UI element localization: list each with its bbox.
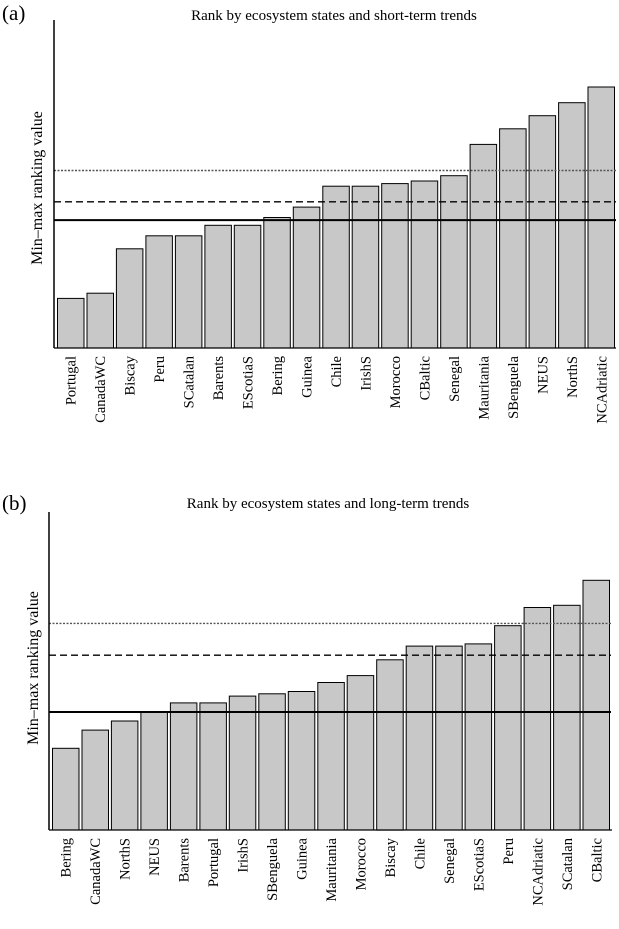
panel-a-bar (499, 128, 527, 349)
panel-b-bar (140, 711, 168, 831)
panel-b-bar (228, 695, 257, 831)
panel-a-x-tick-label: Mauritania (476, 355, 492, 419)
panel-b-x-tick-label: Mauritania (324, 837, 340, 901)
panel-a-bar (86, 292, 114, 349)
panel-b-x-tick-label: IrishS (236, 838, 252, 873)
panel-a-x-tick-label: IrishS (359, 356, 375, 391)
panel-b-y-axis-label: Min–max ranking value (25, 591, 42, 745)
panel-b-bar (169, 702, 198, 831)
panel-a-x-tick-labels: Portugal CanadaWC Biscay Peru SCatalan Barent… (64, 355, 611, 423)
panel-b-x-tick-label: SCatalan (560, 837, 576, 890)
panel-b-label: (b) (2, 491, 27, 515)
panel-a-y-axis-label: Min–max ranking value (29, 111, 46, 265)
panel-b-bar (405, 645, 434, 831)
panel-b-x-tick-label: Portugal (206, 838, 222, 887)
panel-a-title: Rank by ecosystem states and short-term … (191, 8, 477, 24)
panel-a-x-tick-label: EScotiaS (241, 356, 257, 409)
panel-b-x-tick-labels: Bering CanadaWC NorthS NEUS Barents Portugal I… (59, 837, 606, 905)
panel-a-x-tick-label: SBenguela (506, 355, 522, 418)
panel-b-title: Rank by ecosystem states and long-term t… (187, 496, 470, 512)
panel-b-reference-lines (49, 622, 611, 713)
panel-b-x-tick-label: Barents (177, 838, 193, 883)
panel-a-bar (292, 206, 321, 349)
panel-b-bar (553, 604, 581, 831)
panel-a-bar (322, 185, 350, 349)
panel-b-bar (199, 702, 227, 831)
panel-a-x-tick-label: Bering (270, 356, 286, 395)
panel-b-bar (582, 579, 610, 831)
panel-a-x-tick-label: Biscay (123, 355, 139, 395)
panel-b-bar (317, 682, 345, 831)
panel-b-x-tick-label: NorthS (118, 838, 134, 880)
panel-b-x-tick-label: Bering (59, 838, 75, 877)
panel-b-x-tick-label: SBenguela (265, 837, 281, 900)
panel-b: (b) Rank by ecosystem states and long-te… (2, 491, 612, 906)
panel-b-bar (435, 645, 463, 831)
panel-b-bar (523, 607, 552, 831)
panel-a-x-tick-label: Guinea (300, 355, 316, 397)
panel-a-bar (558, 102, 586, 349)
panel-a-bar (587, 86, 615, 349)
panel-a-bar (174, 235, 203, 349)
panel-b-bar (464, 643, 493, 831)
panel-a-x-tick-label: NCAdriatic (594, 356, 610, 424)
panel-b-bar (81, 729, 109, 831)
panel-b-x-tick-label: Chile (412, 838, 428, 869)
panel-a-bar (115, 248, 144, 349)
panel-b-x-tick-label: NEUS (147, 838, 163, 876)
panel-a-bar (381, 183, 409, 349)
panel-a-reference-lines (54, 169, 616, 222)
panel-b-bar (494, 625, 522, 831)
panel-b-x-tick-label: Biscay (383, 837, 399, 877)
panel-b-bar (258, 693, 286, 831)
panel-b-x-tick-label: CBaltic (589, 838, 605, 882)
panel-a-x-tick-label: Chile (329, 356, 345, 387)
panel-b-x-tick-label: CanadaWC (88, 838, 104, 905)
panel-a-bar (351, 185, 380, 349)
panel-a-x-tick-label: Senegal (447, 356, 463, 402)
panel-a-bars (57, 86, 615, 349)
panel-b-bar (376, 659, 404, 831)
panel-a: (a) Rank by ecosystem states and short-t… (2, 1, 616, 424)
panel-a-bar (263, 217, 291, 349)
panel-b-bars (52, 579, 610, 831)
panel-b-x-tick-label: Peru (501, 838, 517, 865)
panel-a-x-tick-label: SCatalan (182, 355, 198, 408)
panel-a-bar (469, 143, 498, 349)
panel-b-x-tick-label: NCAdriatic (530, 838, 546, 906)
panel-a-x-tick-label: NorthS (565, 356, 581, 398)
panel-a-bar (440, 175, 468, 349)
panel-a-bar (528, 115, 557, 349)
panel-b-x-tick-label: Morocco (354, 838, 370, 890)
panel-b-bar (346, 675, 375, 831)
panel-a-x-tick-label: Barents (211, 356, 227, 401)
panel-b-x-tick-label: EScotiaS (471, 838, 487, 891)
panel-a-bar (57, 297, 85, 349)
panel-a-x-tick-label: CanadaWC (93, 356, 109, 423)
panel-a-x-tick-label: Portugal (64, 356, 80, 405)
panel-b-x-tick-label: Guinea (295, 837, 311, 879)
panel-a-x-tick-label: CBaltic (417, 356, 433, 400)
panel-a-bar (410, 180, 439, 349)
panel-b-bar (110, 720, 139, 831)
panel-a-bar (204, 224, 232, 349)
panel-b-x-tick-label: Senegal (442, 838, 458, 884)
panel-a-bar (145, 235, 173, 349)
panel-a-bar (233, 224, 262, 349)
panel-a-x-tick-label: NEUS (535, 356, 551, 394)
panel-b-bar (52, 747, 80, 831)
panel-a-label: (a) (2, 1, 25, 25)
panel-a-x-tick-label: Peru (152, 356, 168, 383)
panel-a-x-tick-label: Morocco (388, 356, 404, 408)
